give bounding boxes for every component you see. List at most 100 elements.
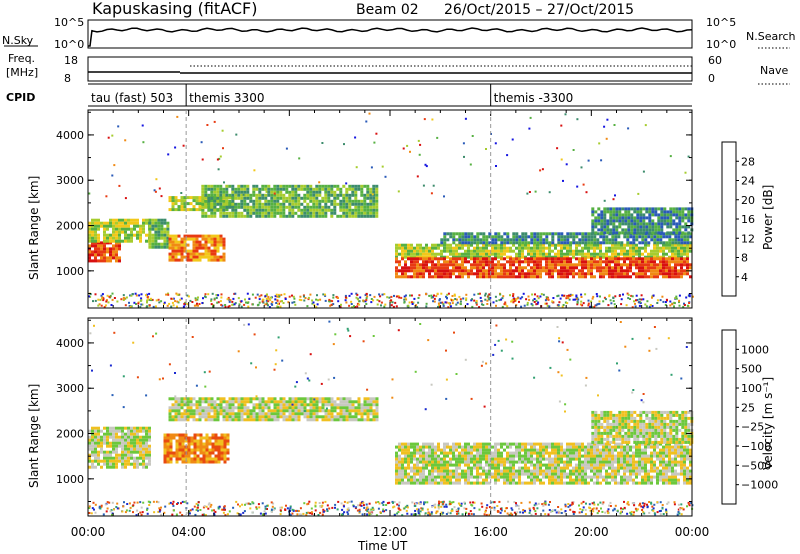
heatmap-cell xyxy=(521,246,524,250)
heatmap-cell xyxy=(276,400,280,404)
heatmap-cell xyxy=(564,301,567,304)
heatmap-cell xyxy=(124,224,127,228)
heatmap-cell xyxy=(491,463,494,467)
heatmap-cell xyxy=(157,224,161,228)
heatmap-cell xyxy=(231,400,235,404)
heatmap-cell xyxy=(139,462,142,466)
heatmap-cell xyxy=(464,257,467,261)
heatmap-cell xyxy=(216,403,220,407)
heatmap-cell xyxy=(210,193,214,197)
heatmap-cell xyxy=(602,252,605,256)
heatmap-cell xyxy=(464,475,467,479)
heatmap-cell xyxy=(656,266,659,270)
heatmap-cell xyxy=(395,478,398,482)
heatmap-cell xyxy=(503,463,506,467)
heatmap-cell xyxy=(526,301,529,304)
heatmap-cell xyxy=(336,187,340,191)
heatmap-cell xyxy=(437,302,440,305)
heatmap-cell xyxy=(512,241,516,245)
heatmap-cell xyxy=(351,184,355,188)
heatmap-cell xyxy=(479,232,483,236)
heatmap-cell xyxy=(629,243,632,247)
heatmap-cell xyxy=(437,448,440,452)
heatmap-cell xyxy=(606,222,610,226)
heatmap-cell xyxy=(478,306,481,309)
heatmap-cell xyxy=(145,218,148,222)
heatmap-cell xyxy=(103,253,106,257)
heatmap-cell xyxy=(509,442,512,446)
heatmap-cell xyxy=(401,475,404,479)
heatmap-cell xyxy=(183,302,186,305)
heatmap-cell xyxy=(674,297,677,300)
heatmap-cell xyxy=(375,397,379,401)
heatmap-cell xyxy=(366,184,370,188)
heatmap-cell xyxy=(218,157,221,160)
heatmap-cell xyxy=(192,255,196,259)
heatmap-cell xyxy=(425,165,428,168)
heatmap-cell xyxy=(562,304,565,306)
heatmap-cell xyxy=(563,252,566,256)
heatmap-cell xyxy=(196,302,198,305)
heatmap-cell xyxy=(363,199,367,203)
heatmap-cell xyxy=(458,457,461,461)
heatmap-cell xyxy=(151,221,155,225)
heatmap-cell xyxy=(509,255,512,259)
heatmap-cell xyxy=(169,442,173,446)
heatmap-cell xyxy=(354,184,358,188)
heatmap-cell xyxy=(686,238,690,242)
heatmap-cell xyxy=(473,442,476,446)
heatmap-cell xyxy=(455,442,458,446)
heatmap-cell xyxy=(127,462,130,466)
heatmap-cell xyxy=(231,412,235,416)
heatmap-cell xyxy=(557,272,560,276)
heatmap-cell xyxy=(563,266,566,270)
heatmap-cell xyxy=(351,190,355,194)
heatmap-cell xyxy=(620,257,623,261)
heatmap-cell xyxy=(641,272,644,276)
heatmap-cell xyxy=(605,260,608,264)
heatmap-cell xyxy=(491,266,494,270)
heatmap-cell xyxy=(219,300,222,303)
heatmap-cell xyxy=(407,246,410,250)
heatmap-cell xyxy=(124,139,127,142)
heatmap-cell xyxy=(648,213,652,217)
heatmap-cell xyxy=(270,302,273,305)
heatmap-cell xyxy=(404,252,407,256)
heatmap-cell xyxy=(627,213,631,217)
heatmap-cell xyxy=(611,255,614,259)
heatmap-cell xyxy=(109,432,112,436)
heatmap-cell xyxy=(321,409,325,413)
heatmap-cell xyxy=(419,143,422,146)
heatmap-cell xyxy=(174,234,178,238)
heatmap-cell xyxy=(193,436,197,440)
heatmap-cell xyxy=(122,294,125,297)
heatmap-cell xyxy=(434,243,437,247)
heatmap-cell xyxy=(506,275,509,279)
heatmap-cell xyxy=(458,445,461,449)
heatmap-cell xyxy=(339,208,343,212)
heatmap-cell xyxy=(372,418,376,422)
heatmap-cell xyxy=(566,249,569,253)
heatmap-cell xyxy=(168,415,172,419)
heatmap-cell xyxy=(419,269,422,273)
heatmap-cell xyxy=(265,190,268,193)
heatmap-cell xyxy=(240,196,244,200)
freq-tick-bottom: 8 xyxy=(64,72,71,85)
power-colorbar-label: Power [dB] xyxy=(761,185,775,250)
heatmap-cell xyxy=(611,266,614,270)
heatmap-cell xyxy=(103,256,106,260)
heatmap-cell xyxy=(357,205,361,209)
heatmap-cell xyxy=(180,192,183,194)
heatmap-cell xyxy=(533,241,537,245)
heatmap-cell xyxy=(609,219,613,223)
heatmap-cell xyxy=(213,237,217,241)
heatmap-cell xyxy=(303,397,307,401)
heatmap-cell xyxy=(467,255,470,259)
heatmap-cell xyxy=(461,252,464,256)
heatmap-cell xyxy=(163,227,167,231)
heatmap-cell xyxy=(168,418,172,422)
heatmap-cell xyxy=(635,235,639,239)
heatmap-cell xyxy=(351,400,355,404)
heatmap-cell xyxy=(154,233,158,237)
heatmap-cell xyxy=(494,235,498,239)
